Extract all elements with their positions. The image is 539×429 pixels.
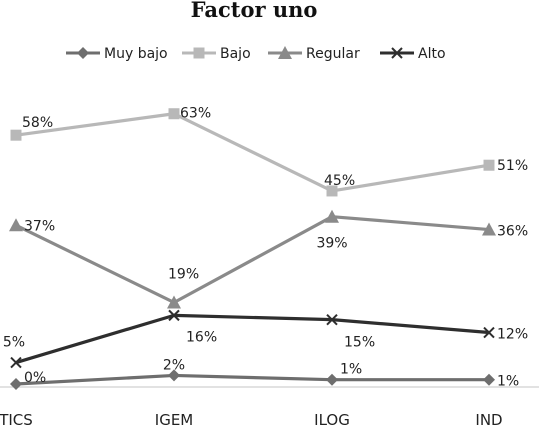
- data-label: 15%: [344, 335, 375, 351]
- data-label: 58%: [22, 115, 53, 131]
- legend-marker: [193, 47, 205, 59]
- series-line: [15, 373, 489, 386]
- data-point: [482, 222, 496, 236]
- legend-label: Bajo: [220, 46, 251, 62]
- series-line: [15, 215, 490, 305]
- legend-label: Regular: [306, 46, 360, 62]
- series-line: [15, 313, 490, 365]
- data-point: [10, 378, 22, 390]
- data-point: [326, 313, 338, 326]
- data-point: [10, 356, 22, 369]
- x-tick-label: IGEM: [155, 411, 193, 429]
- legend-item: Regular: [268, 46, 360, 62]
- series-regular: 37% 19% 39% 36%: [9, 209, 528, 309]
- data-label: 1%: [340, 362, 362, 378]
- data-label: 45%: [324, 173, 355, 189]
- data-label: 12%: [497, 327, 528, 343]
- legend-item: Muy bajo: [66, 46, 168, 62]
- x-tick-label: ILOG: [314, 411, 350, 429]
- data-point: [326, 185, 338, 197]
- series-line: [15, 112, 490, 193]
- legend-marker: [77, 47, 89, 59]
- data-label: 0%: [24, 370, 46, 386]
- data-point: [483, 326, 495, 339]
- data-point: [167, 295, 181, 309]
- data-label: 36%: [497, 224, 528, 240]
- legend-label: Alto: [418, 46, 446, 62]
- data-point: [168, 108, 180, 120]
- series-muy-bajo: 0% 2% 1% 1%: [10, 357, 519, 390]
- series-bajo: 58% 63% 45% 51%: [10, 106, 528, 197]
- data-point: [168, 369, 180, 382]
- data-point: [168, 309, 180, 322]
- data-label: 51%: [497, 158, 528, 174]
- data-point: [9, 218, 23, 232]
- data-label: 37%: [24, 218, 55, 234]
- legend-item: Alto: [380, 46, 446, 62]
- legend-item: Bajo: [182, 46, 251, 62]
- data-point: [483, 373, 495, 386]
- data-label: 5%: [3, 335, 25, 351]
- data-label: 19%: [168, 266, 199, 282]
- legend: Muy bajo Bajo Regular Alto: [66, 46, 446, 62]
- data-point: [10, 129, 22, 141]
- plot-area: 0% 2% 1% 1% 58% 63% 45% 51% 37% 19% 39% 36% 5% 16% 15%…: [3, 106, 528, 390]
- x-tick-label: TICS: [0, 411, 33, 429]
- x-axis-tick-labels: TICS IGEM ILOG IND: [0, 411, 503, 429]
- legend-label: Muy bajo: [104, 46, 168, 62]
- chart-title: Factor uno: [191, 0, 318, 22]
- series-alto: 5% 16% 15% 12%: [3, 309, 528, 369]
- data-label: 63%: [180, 106, 211, 122]
- data-point: [483, 159, 495, 171]
- x-tick-label: IND: [475, 411, 502, 429]
- data-label: 16%: [186, 329, 217, 345]
- data-label: 39%: [316, 236, 347, 252]
- data-point: [326, 373, 338, 386]
- legend-marker: [391, 47, 403, 59]
- legend-marker: [278, 46, 292, 59]
- data-point: [325, 209, 339, 223]
- data-label: 2%: [163, 357, 185, 373]
- data-label: 1%: [497, 374, 519, 390]
